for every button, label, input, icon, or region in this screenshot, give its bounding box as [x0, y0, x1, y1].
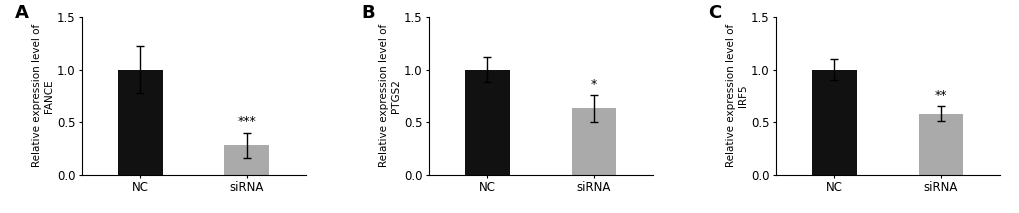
Text: C: C: [708, 4, 721, 22]
Text: **: **: [933, 89, 947, 102]
Text: A: A: [14, 4, 29, 22]
Y-axis label: Relative expression level of
IRF5: Relative expression level of IRF5: [726, 24, 747, 167]
Text: ***: ***: [237, 115, 256, 128]
Text: B: B: [361, 4, 375, 22]
Bar: [918, 114, 962, 175]
Bar: [571, 108, 615, 175]
Y-axis label: Relative expression level of
FANCE: Relative expression level of FANCE: [33, 24, 54, 167]
Y-axis label: Relative expression level of
PTGS2: Relative expression level of PTGS2: [379, 24, 400, 167]
Bar: [224, 145, 269, 175]
Bar: [811, 70, 856, 175]
Text: *: *: [590, 78, 596, 91]
Bar: [465, 70, 510, 175]
Bar: [118, 70, 162, 175]
